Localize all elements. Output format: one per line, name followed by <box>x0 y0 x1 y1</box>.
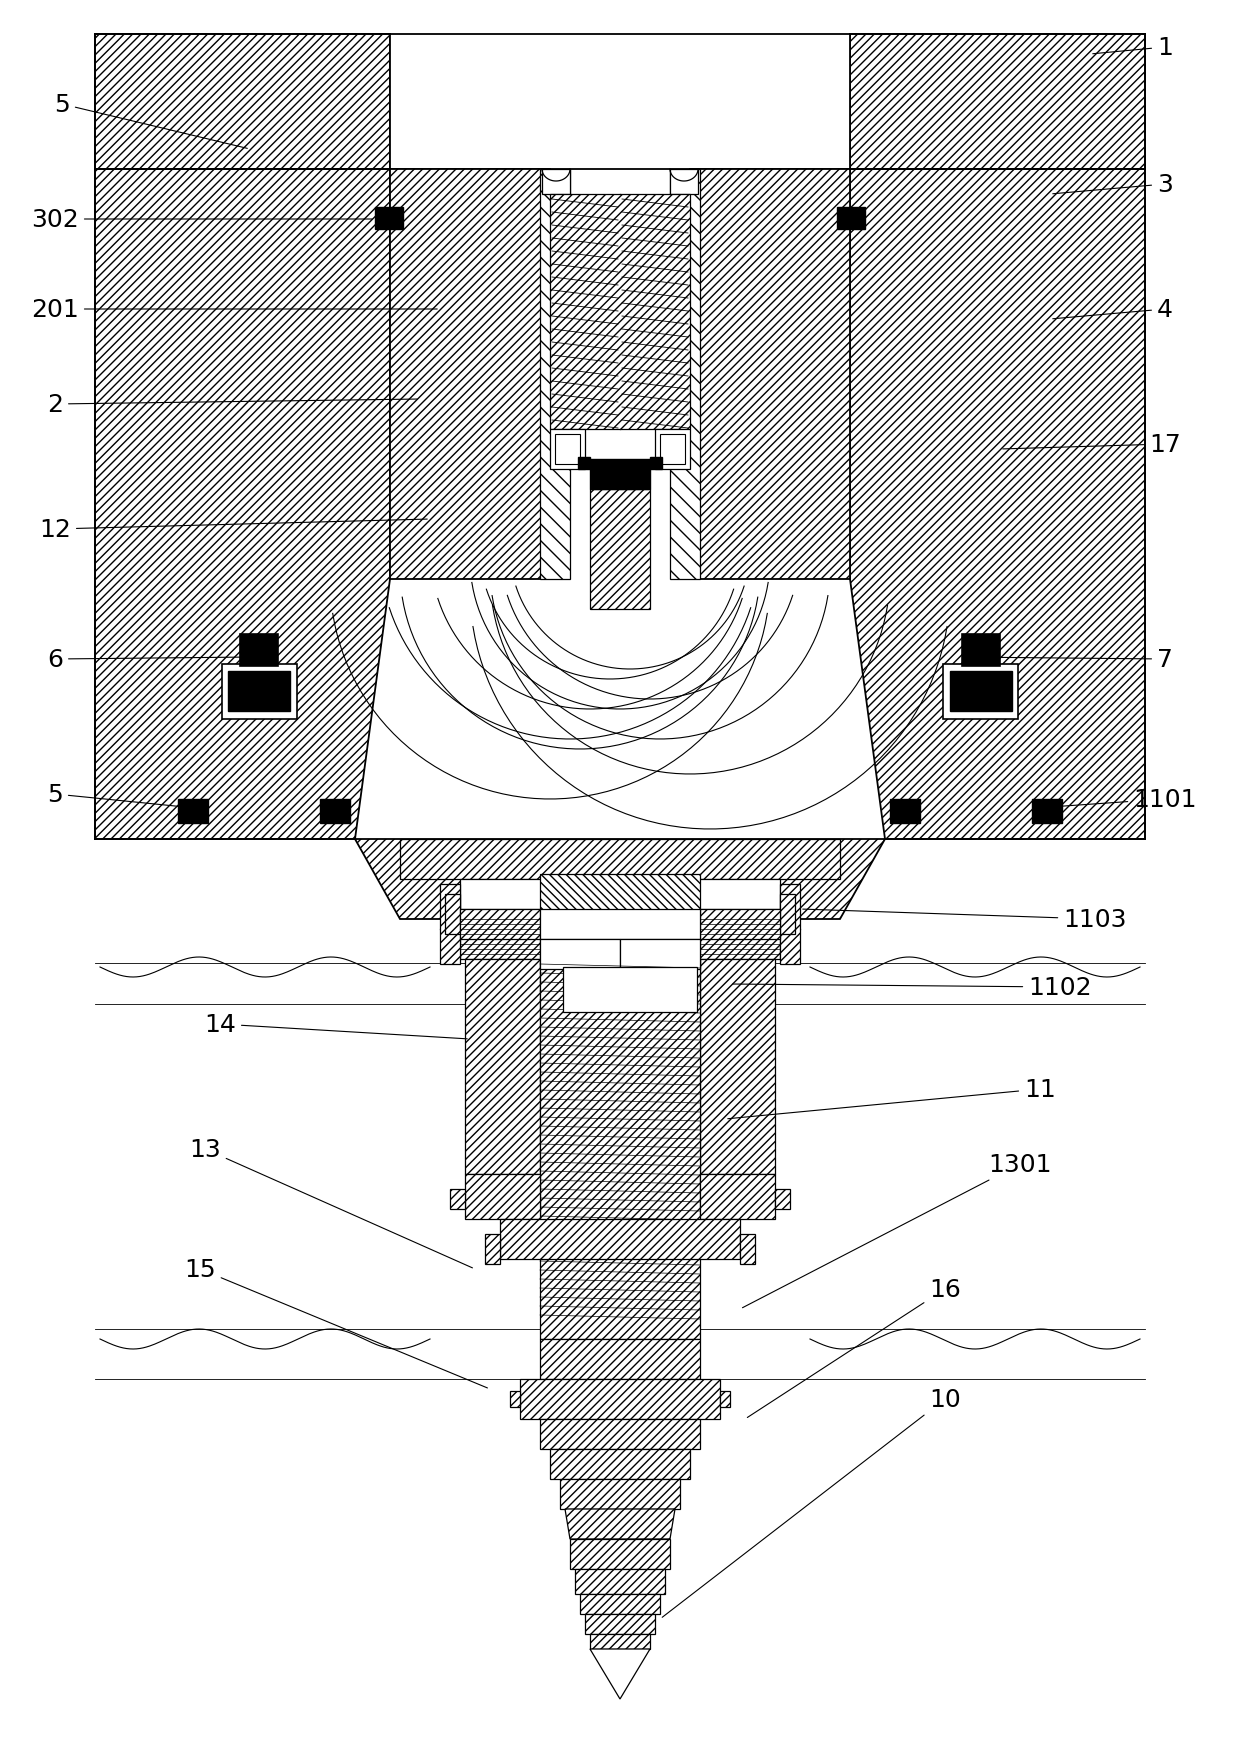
Polygon shape <box>560 1480 680 1510</box>
Polygon shape <box>575 1570 665 1595</box>
Polygon shape <box>460 880 780 910</box>
Bar <box>556 434 580 464</box>
Bar <box>539 940 620 970</box>
Text: 5: 5 <box>55 93 247 150</box>
Text: 6: 6 <box>47 647 250 672</box>
Polygon shape <box>580 1595 660 1614</box>
Bar <box>890 799 920 824</box>
Bar <box>590 490 650 610</box>
Polygon shape <box>539 960 701 1339</box>
Bar <box>837 208 866 229</box>
Bar <box>950 672 1012 711</box>
Bar <box>374 208 403 229</box>
Text: 13: 13 <box>190 1138 472 1268</box>
Bar <box>391 35 849 169</box>
Bar <box>539 910 701 940</box>
Polygon shape <box>849 35 1145 169</box>
Text: 7: 7 <box>962 647 1173 672</box>
Polygon shape <box>740 1235 755 1265</box>
Polygon shape <box>460 914 539 960</box>
Polygon shape <box>551 194 689 430</box>
Text: 14: 14 <box>205 1013 467 1039</box>
Polygon shape <box>780 884 800 965</box>
Text: 16: 16 <box>748 1277 961 1418</box>
Bar <box>620 940 701 970</box>
Polygon shape <box>590 1649 650 1699</box>
Polygon shape <box>780 894 795 935</box>
Bar <box>228 672 290 711</box>
Polygon shape <box>485 1235 500 1265</box>
Polygon shape <box>460 910 539 940</box>
Polygon shape <box>500 1219 740 1259</box>
Text: 1101: 1101 <box>1053 787 1197 811</box>
Text: 12: 12 <box>40 517 428 542</box>
Bar <box>179 799 208 824</box>
Text: 5: 5 <box>47 783 182 808</box>
Bar <box>962 635 999 667</box>
Polygon shape <box>520 1379 720 1420</box>
Polygon shape <box>670 169 701 580</box>
Bar <box>551 430 585 469</box>
Polygon shape <box>849 35 1145 840</box>
Polygon shape <box>542 169 570 194</box>
Bar <box>660 434 684 464</box>
Bar <box>241 635 278 667</box>
Polygon shape <box>670 169 698 194</box>
Bar <box>563 967 697 1013</box>
Polygon shape <box>701 960 775 1175</box>
Polygon shape <box>701 1175 775 1219</box>
Text: 11: 11 <box>728 1078 1056 1118</box>
Text: 3: 3 <box>1053 173 1173 198</box>
Polygon shape <box>689 169 849 580</box>
Text: 1: 1 <box>1092 35 1173 60</box>
Text: 2: 2 <box>47 393 417 416</box>
Polygon shape <box>570 1540 670 1570</box>
Polygon shape <box>391 169 551 580</box>
Bar <box>942 665 1018 720</box>
Polygon shape <box>551 1450 689 1480</box>
Bar <box>1032 799 1061 824</box>
Polygon shape <box>510 1392 520 1408</box>
Text: 201: 201 <box>31 298 438 321</box>
Text: 1301: 1301 <box>743 1152 1052 1307</box>
Bar <box>222 665 298 720</box>
Text: 1102: 1102 <box>733 975 1091 1000</box>
Text: 15: 15 <box>185 1258 487 1388</box>
Polygon shape <box>539 169 570 580</box>
Bar <box>578 457 590 469</box>
Text: 4: 4 <box>1053 298 1173 321</box>
Polygon shape <box>775 1189 790 1210</box>
Polygon shape <box>355 840 885 919</box>
Polygon shape <box>565 1510 675 1540</box>
Bar <box>320 799 350 824</box>
Polygon shape <box>701 914 780 960</box>
Polygon shape <box>465 1175 539 1219</box>
Polygon shape <box>95 35 391 169</box>
Bar <box>650 457 662 469</box>
Polygon shape <box>440 884 460 965</box>
Polygon shape <box>539 1420 701 1450</box>
Polygon shape <box>465 960 539 1175</box>
Polygon shape <box>539 875 701 949</box>
Polygon shape <box>585 1614 655 1633</box>
Text: 17: 17 <box>1003 432 1180 457</box>
Polygon shape <box>590 1633 650 1649</box>
Polygon shape <box>720 1392 730 1408</box>
Text: 302: 302 <box>31 208 372 231</box>
Bar <box>655 430 689 469</box>
Text: 10: 10 <box>662 1387 961 1618</box>
Bar <box>590 460 650 490</box>
Polygon shape <box>95 35 391 840</box>
Polygon shape <box>539 1339 701 1379</box>
Polygon shape <box>445 894 460 935</box>
Polygon shape <box>450 1189 465 1210</box>
Text: 1103: 1103 <box>802 907 1127 931</box>
Polygon shape <box>701 910 780 940</box>
Polygon shape <box>401 840 839 880</box>
